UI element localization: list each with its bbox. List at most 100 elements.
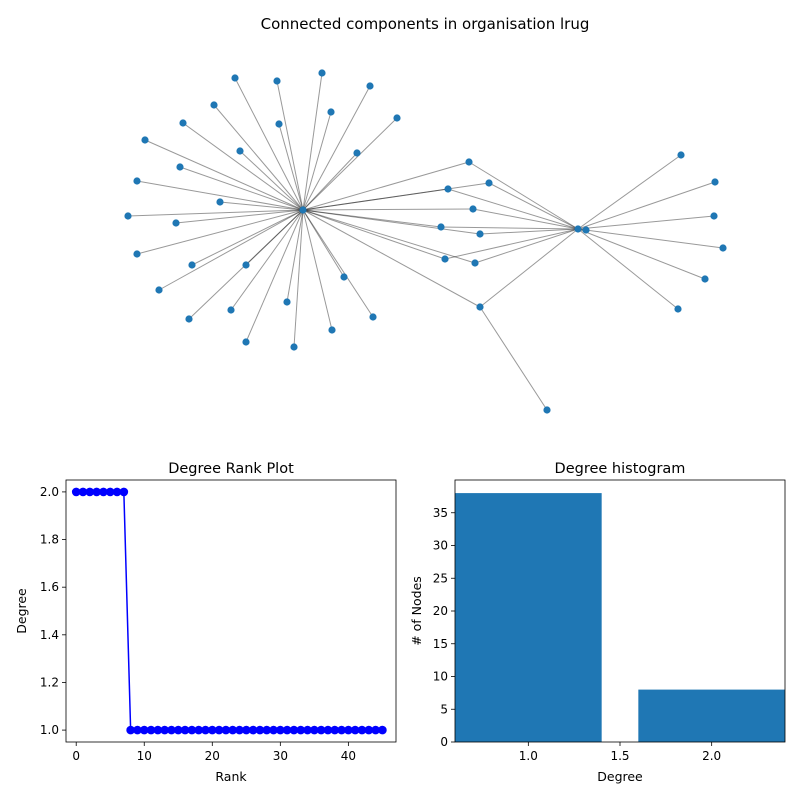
rank-point bbox=[105, 487, 115, 497]
rank-point bbox=[242, 725, 251, 735]
network-node bbox=[172, 219, 180, 227]
network-edge bbox=[136, 180, 304, 211]
rank-point bbox=[316, 725, 326, 735]
hist-xtick-label: 2.0 bbox=[702, 749, 721, 763]
figure-title: Connected components in organisation lru… bbox=[261, 15, 590, 33]
rank-xtick-label: 20 bbox=[205, 749, 220, 763]
histogram-ticks: 1.0 1.5 2.0 0 5 10 15 20 25 30 35 bbox=[433, 506, 721, 763]
network-edges bbox=[127, 72, 724, 411]
network-node bbox=[340, 273, 348, 281]
network-edge bbox=[302, 161, 470, 211]
network-edge bbox=[444, 228, 579, 260]
network-edge bbox=[302, 152, 358, 211]
rank-point bbox=[228, 725, 238, 735]
rank-point bbox=[296, 725, 306, 735]
network-node bbox=[188, 261, 196, 269]
rank-ytick-label: 1.4 bbox=[40, 628, 59, 642]
network-edge bbox=[234, 77, 304, 211]
rank-xtick-label: 0 bbox=[72, 749, 80, 763]
network-edge bbox=[302, 209, 476, 264]
hist-ytick-label: 25 bbox=[433, 571, 448, 585]
network-node bbox=[273, 77, 281, 85]
network-node bbox=[369, 313, 377, 321]
network-node bbox=[141, 136, 149, 144]
rank-point bbox=[289, 725, 299, 735]
hist-ytick-label: 10 bbox=[433, 670, 448, 684]
network-node bbox=[469, 205, 477, 213]
network-node bbox=[485, 179, 493, 187]
network-nodes bbox=[124, 69, 727, 414]
network-edge bbox=[302, 72, 323, 211]
network-node bbox=[465, 158, 473, 166]
network-node bbox=[216, 198, 224, 206]
rank-point bbox=[99, 487, 108, 497]
rank-ytick-label: 2.0 bbox=[40, 485, 59, 499]
network-edge bbox=[302, 209, 442, 228]
rank-point bbox=[119, 487, 129, 497]
histogram-frame bbox=[454, 479, 786, 743]
network-edge bbox=[577, 181, 716, 230]
network-edge bbox=[468, 161, 579, 230]
network-edge bbox=[286, 209, 304, 303]
network-edge bbox=[239, 150, 304, 211]
rank-ytick-label: 1.2 bbox=[40, 675, 59, 689]
network-edge bbox=[175, 209, 304, 224]
network-edge bbox=[136, 209, 304, 255]
network-edge bbox=[302, 209, 374, 318]
network-edge bbox=[302, 188, 449, 211]
hist-ytick-label: 5 bbox=[440, 702, 448, 716]
rank-point bbox=[207, 725, 217, 735]
network-edge bbox=[302, 85, 371, 211]
network-node bbox=[231, 74, 239, 82]
network-node bbox=[227, 306, 235, 314]
network-node bbox=[179, 119, 187, 127]
network-node bbox=[574, 225, 582, 233]
network-edge bbox=[127, 209, 304, 217]
rank-point bbox=[248, 725, 258, 735]
rank-point bbox=[371, 725, 380, 735]
hist-ytick-label: 30 bbox=[433, 539, 448, 553]
network-edge bbox=[179, 166, 304, 211]
hist-ytick-label: 35 bbox=[433, 506, 448, 520]
rank-point bbox=[344, 725, 353, 735]
rank-ytick-label: 1.0 bbox=[40, 723, 59, 737]
network-node bbox=[444, 185, 452, 193]
hist-ytick-label: 15 bbox=[433, 637, 448, 651]
network-node bbox=[441, 255, 449, 263]
network-node bbox=[476, 303, 484, 311]
network-node bbox=[318, 69, 326, 77]
rank-point bbox=[303, 725, 312, 735]
rank-point bbox=[350, 725, 360, 735]
rank-point bbox=[180, 725, 190, 735]
network-node bbox=[471, 259, 479, 267]
network-edge bbox=[302, 209, 345, 278]
rank-point bbox=[153, 725, 163, 735]
rank-point bbox=[71, 487, 81, 497]
histogram-ylabel: # of Nodes bbox=[409, 576, 424, 646]
network-node bbox=[236, 147, 244, 155]
histogram-bar bbox=[638, 689, 785, 742]
network-node bbox=[543, 406, 551, 414]
rank-ytick-label: 1.6 bbox=[40, 580, 59, 594]
network-node bbox=[176, 163, 184, 171]
hist-ytick-label: 20 bbox=[433, 604, 448, 618]
network-node bbox=[476, 230, 484, 238]
network-edge bbox=[276, 80, 304, 211]
network-edge bbox=[302, 208, 474, 211]
rank-point bbox=[310, 725, 319, 735]
network-node bbox=[133, 250, 141, 258]
rank-point bbox=[146, 725, 156, 735]
network-edge bbox=[479, 228, 579, 308]
network-edge bbox=[479, 306, 548, 411]
rank-xtick-label: 30 bbox=[273, 749, 288, 763]
rank-point bbox=[269, 725, 278, 735]
network-node bbox=[674, 305, 682, 313]
network-edge bbox=[440, 226, 579, 230]
rank-plot-ylabel: Degree bbox=[14, 588, 29, 634]
network-node bbox=[719, 244, 727, 252]
rank-point bbox=[133, 725, 142, 735]
network-edge bbox=[278, 123, 304, 211]
rank-point bbox=[139, 725, 149, 735]
network-edge bbox=[488, 182, 579, 230]
